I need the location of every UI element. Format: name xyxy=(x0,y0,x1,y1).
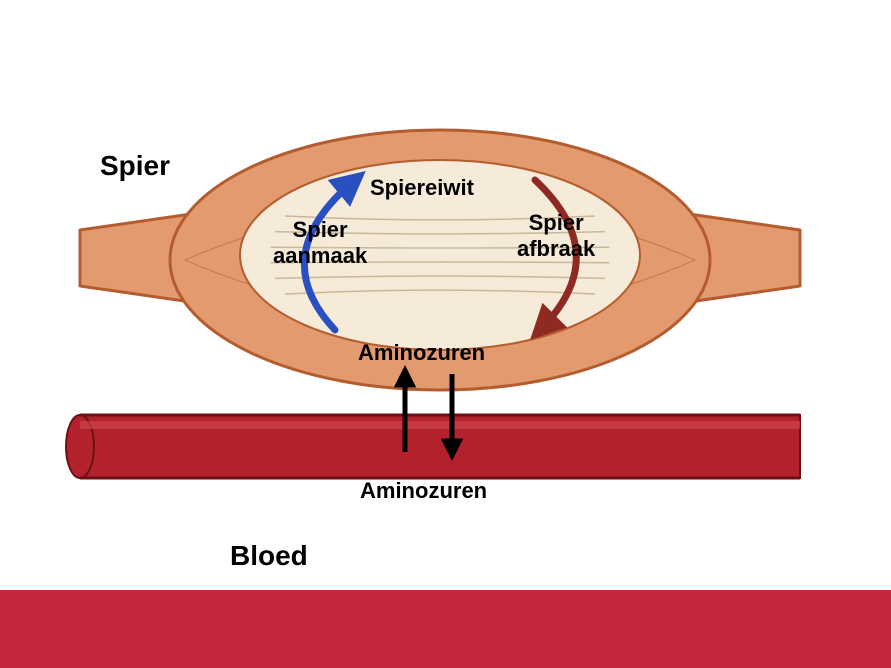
label-spier-aanmaak: Spier aanmaak xyxy=(273,217,367,269)
diagram-canvas: Spier Spiereiwit Spier aanmaak Spier afb… xyxy=(0,0,891,668)
footer-bar xyxy=(0,590,891,668)
blood-vessel xyxy=(66,415,800,478)
label-aminozuren-in: Aminozuren xyxy=(358,340,485,366)
label-spiereiwit: Spiereiwit xyxy=(370,175,474,201)
label-spier-afbraak: Spier afbraak xyxy=(517,210,595,262)
diagram-svg xyxy=(0,0,891,668)
label-aminozuren-blood: Aminozuren xyxy=(360,478,487,504)
label-bloed: Bloed xyxy=(230,540,308,572)
label-spier: Spier xyxy=(100,150,170,182)
